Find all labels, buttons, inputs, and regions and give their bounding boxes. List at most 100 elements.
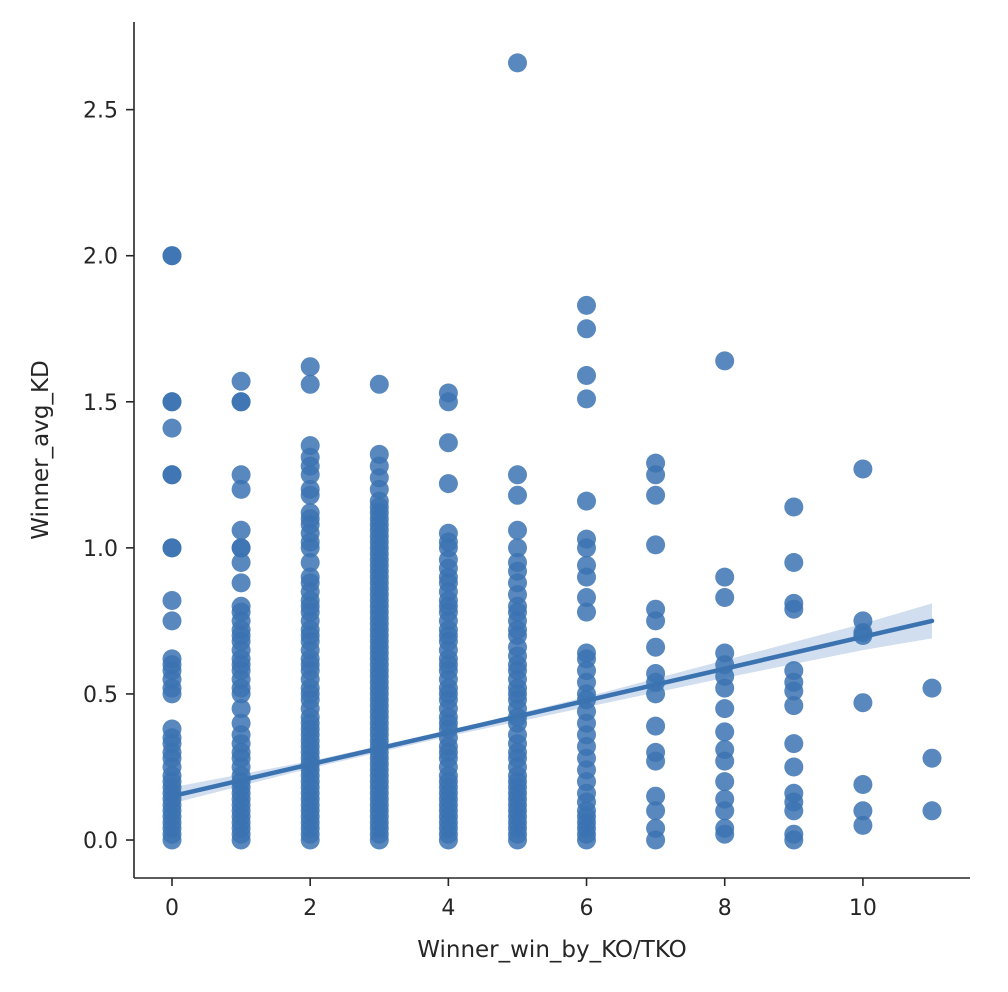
data-point (577, 319, 596, 339)
x-tick-label: 2 (303, 896, 317, 921)
data-point (646, 664, 666, 683)
data-point (231, 553, 251, 572)
data-point (231, 465, 251, 485)
data-point (577, 643, 596, 663)
data-point (784, 824, 804, 844)
data-point (300, 479, 320, 499)
data-point (438, 383, 458, 403)
data-point (231, 699, 251, 719)
data-point (162, 611, 182, 631)
data-point (438, 474, 458, 494)
data-point (784, 497, 804, 517)
data-point (715, 643, 735, 663)
data-point (646, 599, 666, 619)
data-point (784, 734, 804, 754)
data-point (577, 295, 596, 315)
data-point (231, 520, 251, 540)
data-point (715, 740, 735, 759)
data-point (646, 535, 666, 555)
data-point (162, 538, 182, 558)
data-point (508, 53, 527, 73)
data-point (508, 553, 527, 572)
data-point (646, 637, 666, 657)
data-point (231, 538, 251, 558)
x-tick-label: 4 (441, 896, 455, 921)
data-point (922, 678, 942, 698)
data-point (162, 246, 182, 266)
data-point (853, 801, 873, 821)
data-point (438, 433, 458, 453)
data-point (438, 523, 458, 543)
data-point (784, 553, 804, 572)
data-point (646, 801, 666, 821)
data-point (922, 801, 942, 821)
data-point (715, 722, 735, 742)
data-point (715, 789, 735, 809)
data-point (853, 815, 873, 835)
y-axis-label: Winner_avg_KD (28, 360, 54, 540)
data-point (784, 593, 804, 613)
y-tick-label: 1.0 (83, 537, 118, 562)
data-point (369, 374, 389, 394)
data-point (162, 418, 182, 438)
data-point (231, 371, 251, 391)
x-tick-label: 10 (849, 896, 877, 921)
y-tick-label: 0.5 (83, 683, 118, 708)
data-point (300, 553, 320, 572)
y-tick-label: 0.0 (83, 829, 118, 854)
x-tick-label: 8 (718, 896, 732, 921)
data-point (784, 783, 804, 803)
data-point (784, 661, 804, 681)
data-point (508, 485, 527, 505)
data-point (369, 444, 389, 464)
data-point (577, 529, 596, 549)
x-axis-label: Winner_win_by_KO/TKO (417, 937, 687, 963)
data-point (300, 357, 320, 377)
data-point (231, 392, 251, 412)
data-point (853, 459, 873, 479)
data-point (715, 772, 735, 792)
regression-line (169, 618, 935, 799)
data-point (300, 436, 320, 456)
data-point (646, 485, 666, 505)
data-point (162, 392, 182, 412)
data-point (577, 366, 596, 385)
data-point (162, 649, 182, 669)
data-point (784, 757, 804, 777)
data-point (162, 465, 182, 485)
data-point (508, 465, 527, 485)
data-point (853, 611, 873, 631)
data-point (646, 786, 666, 806)
data-point (577, 389, 596, 409)
data-point (231, 713, 251, 733)
data-point (715, 699, 735, 719)
x-tick-label: 6 (580, 896, 594, 921)
data-point (646, 716, 666, 736)
data-point (577, 588, 596, 607)
data-point (715, 567, 735, 587)
x-tick-label: 0 (165, 896, 179, 921)
data-point (300, 567, 320, 587)
data-point (715, 818, 735, 838)
confidence-band (172, 603, 932, 804)
data-point (646, 742, 666, 762)
data-point (784, 696, 804, 716)
data-point (300, 503, 320, 523)
data-point (715, 351, 735, 371)
data-point (577, 491, 596, 511)
data-point (922, 748, 942, 768)
data-point (508, 538, 527, 558)
data-point (162, 719, 182, 739)
data-point (715, 588, 735, 607)
data-point (853, 693, 873, 713)
data-point (300, 374, 320, 394)
y-tick-label: 2.0 (83, 245, 118, 270)
y-tick-label: 1.5 (83, 391, 118, 416)
y-tick-label: 2.5 (83, 99, 118, 124)
data-point (646, 453, 666, 473)
data-point (646, 818, 666, 838)
data-point (577, 555, 596, 575)
data-point (231, 573, 251, 593)
